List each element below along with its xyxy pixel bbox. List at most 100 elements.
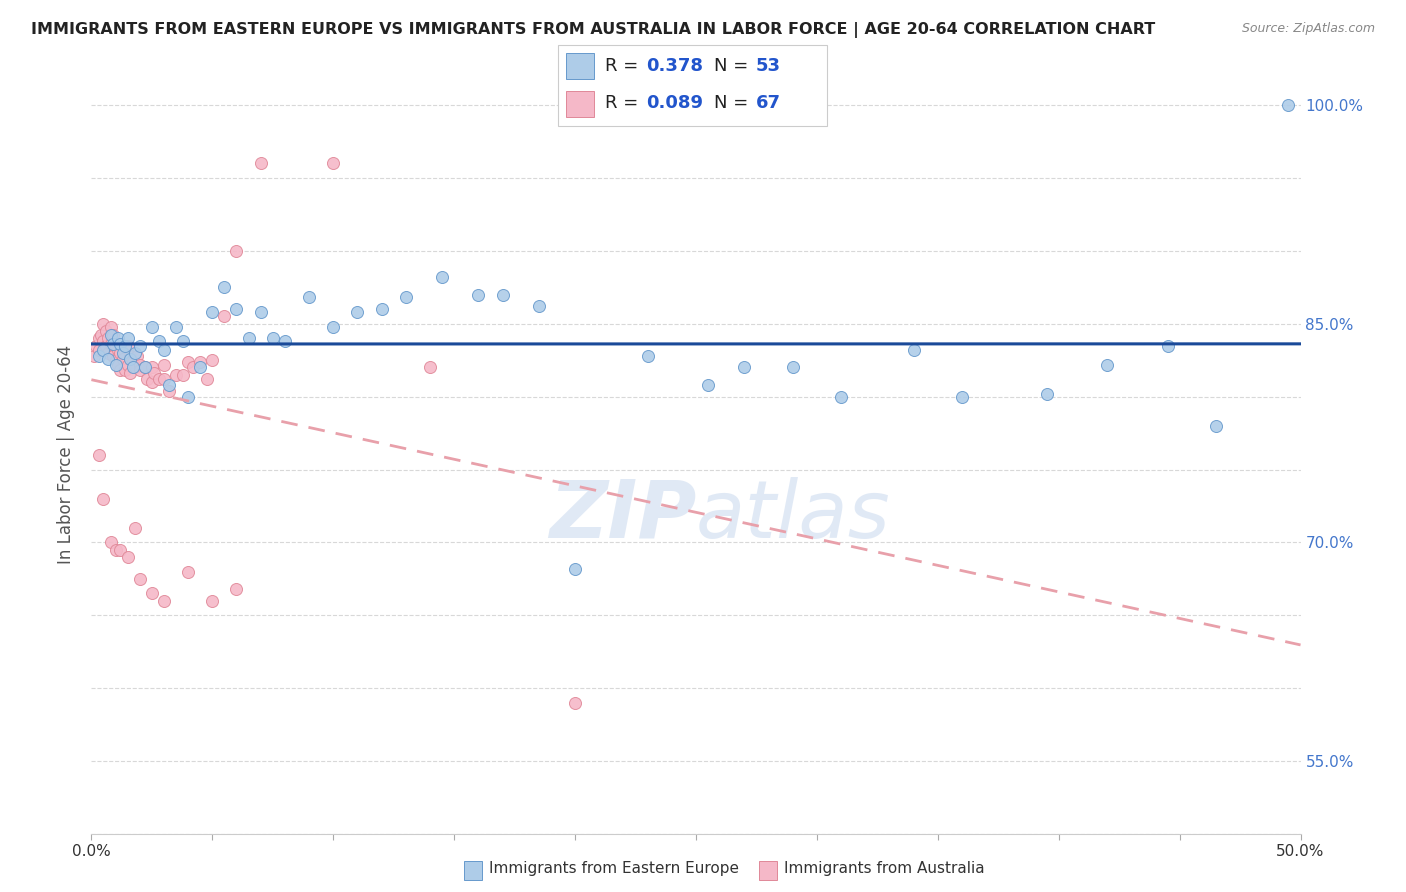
- FancyBboxPatch shape: [759, 862, 778, 880]
- Text: N =: N =: [714, 56, 755, 75]
- Point: [1095, 358, 1118, 372]
- Point: [111, 351, 134, 366]
- Point: [127, 349, 149, 363]
- Point: [153, 343, 176, 357]
- Text: 0.378: 0.378: [645, 56, 703, 75]
- Point: [1035, 386, 1057, 401]
- Point: [93, 334, 115, 349]
- Point: [1277, 98, 1299, 112]
- Text: 0.089: 0.089: [645, 95, 703, 112]
- Point: [124, 521, 146, 535]
- Point: [370, 302, 392, 317]
- Point: [104, 358, 127, 372]
- Point: [346, 305, 368, 319]
- Text: Immigrants from Australia: Immigrants from Australia: [785, 862, 984, 877]
- Text: R =: R =: [605, 56, 644, 75]
- Point: [201, 305, 224, 319]
- Point: [87, 331, 110, 345]
- Point: [134, 360, 156, 375]
- Point: [101, 337, 124, 351]
- Point: [121, 354, 143, 368]
- Point: [214, 280, 236, 294]
- FancyBboxPatch shape: [558, 45, 827, 126]
- Point: [94, 324, 117, 338]
- Point: [491, 287, 513, 301]
- Point: [564, 696, 586, 710]
- Point: [120, 351, 142, 366]
- Point: [172, 368, 194, 382]
- Point: [128, 363, 150, 377]
- Point: [225, 582, 247, 596]
- Text: R =: R =: [605, 95, 644, 112]
- Point: [104, 353, 127, 368]
- Point: [733, 360, 755, 375]
- Point: [165, 319, 187, 334]
- Point: [527, 299, 550, 313]
- FancyBboxPatch shape: [464, 862, 481, 880]
- Point: [697, 378, 720, 392]
- Text: atlas: atlas: [696, 476, 891, 555]
- Point: [201, 593, 224, 607]
- Point: [107, 343, 129, 357]
- Text: 53: 53: [755, 56, 780, 75]
- Point: [97, 346, 120, 360]
- Point: [430, 270, 453, 285]
- Point: [87, 448, 110, 462]
- Point: [114, 338, 136, 352]
- Point: [177, 390, 200, 404]
- Point: [124, 346, 146, 360]
- Point: [172, 334, 194, 349]
- Point: [136, 372, 159, 386]
- Point: [322, 319, 344, 334]
- Text: ZIP: ZIP: [548, 476, 696, 555]
- Text: Source: ZipAtlas.com: Source: ZipAtlas.com: [1241, 22, 1375, 36]
- Point: [100, 535, 122, 549]
- FancyBboxPatch shape: [567, 53, 593, 79]
- Point: [419, 360, 441, 375]
- Point: [97, 331, 120, 345]
- Point: [117, 549, 139, 564]
- Point: [87, 343, 110, 357]
- Point: [84, 338, 107, 352]
- Point: [107, 331, 129, 345]
- Point: [782, 360, 804, 375]
- Point: [1205, 418, 1227, 433]
- Point: [153, 593, 176, 607]
- Point: [1156, 338, 1178, 352]
- Point: [128, 338, 150, 352]
- Point: [111, 346, 134, 360]
- Point: [100, 319, 122, 334]
- Point: [87, 349, 110, 363]
- Point: [177, 354, 200, 368]
- Point: [110, 363, 132, 377]
- Point: [830, 390, 852, 404]
- Point: [101, 328, 124, 343]
- Point: [903, 343, 925, 357]
- Point: [238, 331, 260, 345]
- Text: Immigrants from Eastern Europe: Immigrants from Eastern Europe: [489, 862, 738, 877]
- Point: [94, 338, 117, 352]
- Point: [298, 290, 321, 304]
- Point: [188, 354, 211, 368]
- Point: [564, 562, 586, 576]
- Point: [134, 360, 156, 375]
- Text: N =: N =: [714, 95, 755, 112]
- Point: [157, 384, 180, 398]
- Point: [141, 586, 163, 600]
- Point: [110, 346, 132, 360]
- Point: [93, 491, 115, 506]
- Point: [249, 156, 271, 170]
- Point: [274, 334, 297, 349]
- Point: [120, 366, 142, 380]
- Point: [120, 349, 142, 363]
- Point: [197, 372, 219, 386]
- Point: [201, 353, 224, 368]
- Point: [225, 244, 247, 258]
- Point: [214, 310, 236, 324]
- Point: [128, 358, 150, 372]
- Point: [128, 572, 150, 586]
- Point: [141, 360, 163, 375]
- Point: [83, 349, 105, 363]
- Point: [637, 349, 659, 363]
- Point: [153, 372, 176, 386]
